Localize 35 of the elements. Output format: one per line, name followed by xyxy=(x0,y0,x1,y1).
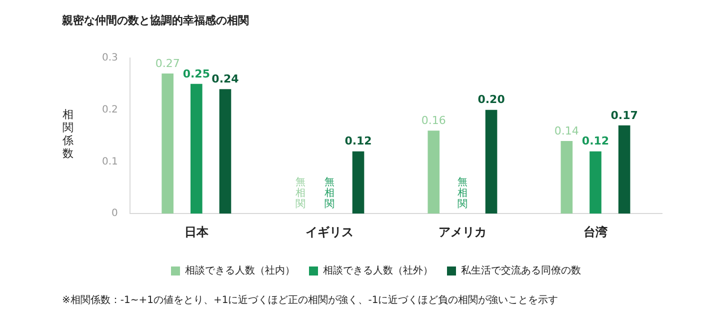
x-tick-label: 台湾 xyxy=(583,224,608,239)
data-label: 0.25 xyxy=(182,67,210,80)
y-tick-label: 0.2 xyxy=(102,104,118,116)
bar xyxy=(162,74,174,214)
legend-label: 私生活で交流ある同僚の数 xyxy=(461,264,581,277)
y-axis-title: 相関係数 xyxy=(62,108,74,160)
x-tick-label: イギリス xyxy=(305,224,354,239)
data-label: 0.20 xyxy=(478,93,506,106)
y-tick-label: 0 xyxy=(112,208,118,220)
bar xyxy=(560,140,573,214)
bar xyxy=(485,110,498,214)
data-label: 0.27 xyxy=(155,56,180,70)
bar xyxy=(428,130,440,214)
bar xyxy=(590,151,602,214)
bar xyxy=(352,151,364,214)
x-tick-label: 日本 xyxy=(184,224,210,239)
text: ※相関係数：-1~+1の値をとり、+1に近づくほど正の相関が強く、-1に近づくほど負の相関が強いことを示す xyxy=(62,294,558,307)
bar xyxy=(190,84,202,214)
data-label: 0.17 xyxy=(610,108,638,122)
data-label: 0.24 xyxy=(212,72,240,86)
chart-title: 親密な仲間の数と協調的幸福感の相関 xyxy=(62,13,249,28)
y-tick-label: 0.3 xyxy=(102,52,118,64)
y-tick-label: 0.1 xyxy=(102,156,118,168)
data-label: 0.14 xyxy=(554,124,579,138)
legend-label: 相談できる人数（社外） xyxy=(323,264,433,277)
x-tick-label: アメリカ xyxy=(438,224,486,239)
legend-label: 相談できる人数（社内） xyxy=(185,264,295,277)
data-label: 0.12 xyxy=(344,134,372,148)
data-label: 0.12 xyxy=(582,134,610,148)
bar xyxy=(618,125,630,214)
text: 無相関 xyxy=(457,177,468,210)
bar xyxy=(219,89,232,214)
data-label: 0.16 xyxy=(421,114,446,127)
text: 無相関 xyxy=(296,177,306,210)
text: 無相関 xyxy=(324,177,334,210)
